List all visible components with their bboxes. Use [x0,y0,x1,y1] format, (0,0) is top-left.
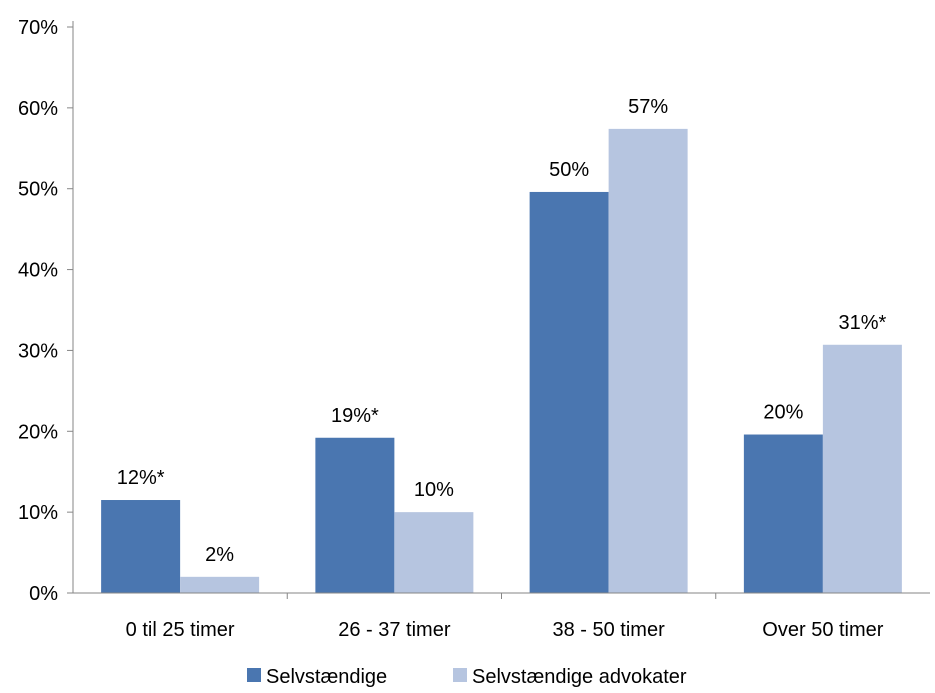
data-label: 10% [414,479,454,501]
bar [608,128,688,593]
y-tick-label: 0% [29,583,58,605]
data-label: 2% [205,544,234,566]
data-label: 12%* [117,467,165,489]
legend-label: Selvstændige [266,666,387,688]
y-tick-label: 70% [18,17,58,39]
y-tick-label: 60% [18,98,58,120]
legend: Selvstændige Selvstændige advokater [247,666,687,688]
y-tick-label: 50% [18,179,58,201]
data-label: 31%* [838,312,886,334]
x-axis: 0 til 25 timer 26 - 37 timer 38 - 50 timer… [73,592,930,641]
bar [529,191,609,593]
y-tick-label: 40% [18,260,58,282]
y-tick-label: 20% [18,421,58,443]
data-label: 20% [763,402,803,424]
bar [180,576,260,593]
x-tick-label: 0 til 25 timer [126,619,235,641]
data-label: 57% [628,96,668,118]
y-tick-label: 10% [18,502,58,524]
data-label: 19%* [331,405,379,427]
legend-label: Selvstændige advokater [472,666,687,688]
data-label: 50% [549,159,589,181]
legend-swatch [453,668,467,682]
legend-swatch [247,668,261,682]
bar [101,500,181,593]
bar [315,437,395,593]
x-tick-label: 26 - 37 timer [338,619,451,641]
bars: 12%* 2% 19%* 10% 50% 57% 20% 31%* [101,96,902,593]
x-tick-label: Over 50 timer [762,619,883,641]
bar [394,512,474,593]
y-tick-label: 30% [18,340,58,362]
x-tick-label: 38 - 50 timer [552,619,665,641]
bar [822,344,902,593]
y-axis: 0% 10% 20% 30% 40% 50% 60% 70% [18,17,74,605]
bar [743,434,823,593]
